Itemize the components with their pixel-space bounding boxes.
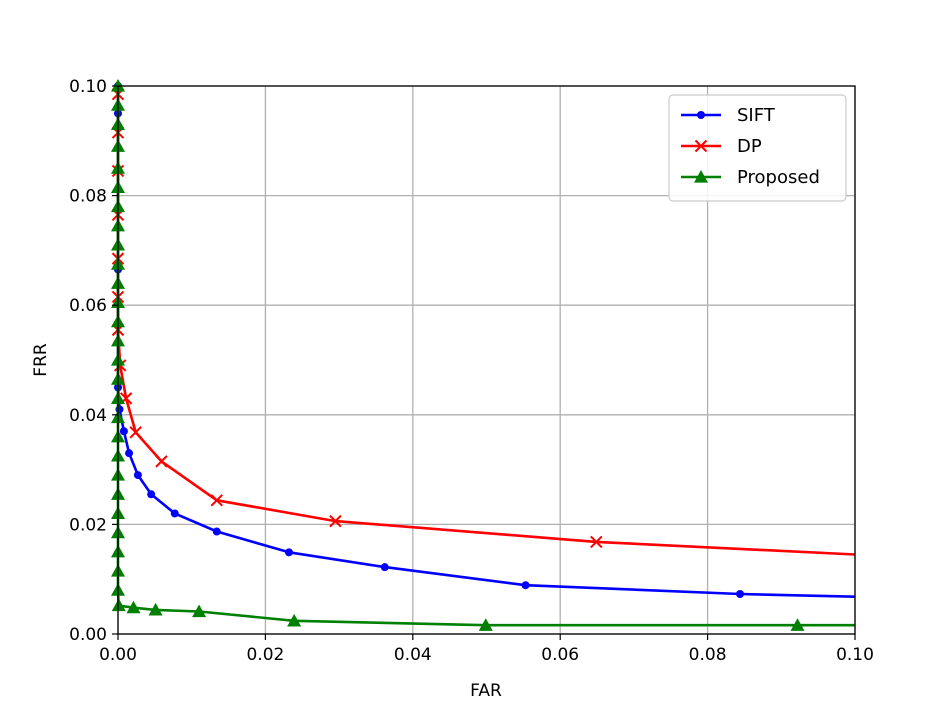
- data-point-proposed: [148, 602, 163, 616]
- x-tick-label: 0.08: [689, 645, 727, 665]
- legend-marker: [697, 111, 705, 119]
- legend-box: [668, 94, 847, 202]
- data-point-dp-stroke: [129, 426, 142, 439]
- legend-marker-stroke: [694, 139, 708, 153]
- data-point-proposed: [111, 598, 126, 612]
- data-point-dp: [155, 455, 168, 468]
- data-point-dp: [129, 426, 142, 439]
- x-tick-label: 0.00: [99, 645, 137, 665]
- legend-marker: [694, 170, 708, 183]
- legend-label: Proposed: [737, 167, 820, 188]
- data-point-dp-stroke: [210, 494, 223, 507]
- data-point-dp-stroke: [590, 535, 603, 549]
- data-point-proposed: [478, 618, 493, 631]
- data-point-sift: [521, 581, 530, 590]
- y-axis-label: FRR: [31, 343, 51, 377]
- legend-label: SIFT: [737, 105, 776, 126]
- legend-label: DP: [737, 136, 762, 157]
- x-tick-label: 0.06: [541, 645, 579, 665]
- data-point-sift: [212, 527, 221, 536]
- data-point-dp-stroke: [329, 514, 342, 528]
- data-point-proposed: [192, 604, 207, 618]
- data-point-dp: [210, 494, 223, 507]
- y-tick-label: 0.04: [69, 406, 107, 426]
- y-tick-label: 0.10: [69, 77, 107, 97]
- data-point-sift: [170, 509, 179, 518]
- x-tick-label: 0.02: [246, 645, 284, 665]
- x-tick-label: 0.10: [836, 645, 874, 665]
- data-point-sift: [125, 449, 134, 458]
- data-point-dp: [329, 514, 342, 528]
- data-point-proposed: [790, 618, 805, 631]
- x-axis-label: FAR: [470, 681, 502, 701]
- data-point-sift: [119, 427, 128, 436]
- legend-marker: [694, 139, 708, 153]
- data-point-sift: [380, 563, 389, 572]
- legend-item-dp: DP: [681, 136, 762, 157]
- y-tick-label: 0.08: [69, 187, 107, 207]
- legend-item-proposed: Proposed: [681, 167, 820, 188]
- legend: SIFT DP Proposed: [668, 94, 847, 202]
- ticks: 0.00 0.02 0.04 0.06 0.08 0.10 0.00 0.02 0.04 0.06…: [69, 77, 874, 665]
- data-point-sift: [115, 405, 124, 414]
- legend-item-sift: SIFT: [681, 105, 776, 126]
- axes: [117, 85, 856, 635]
- x-tick-label: 0.04: [394, 645, 432, 665]
- y-tick-label: 0.02: [69, 515, 107, 535]
- data-point-sift: [284, 548, 293, 557]
- data-point-proposed: [126, 600, 141, 614]
- data-point-proposed: [111, 79, 125, 92]
- data-point-sift: [133, 471, 142, 480]
- data-point-sift: [736, 589, 745, 598]
- data-point-sift: [147, 490, 156, 499]
- data-point-proposed: [287, 613, 302, 627]
- y-tick-label: 0.06: [69, 296, 107, 316]
- plot-frame: [117, 85, 856, 635]
- y-tick-label: 0.00: [69, 625, 107, 645]
- data-point-dp: [590, 535, 603, 549]
- data-point-dp-stroke: [155, 455, 168, 468]
